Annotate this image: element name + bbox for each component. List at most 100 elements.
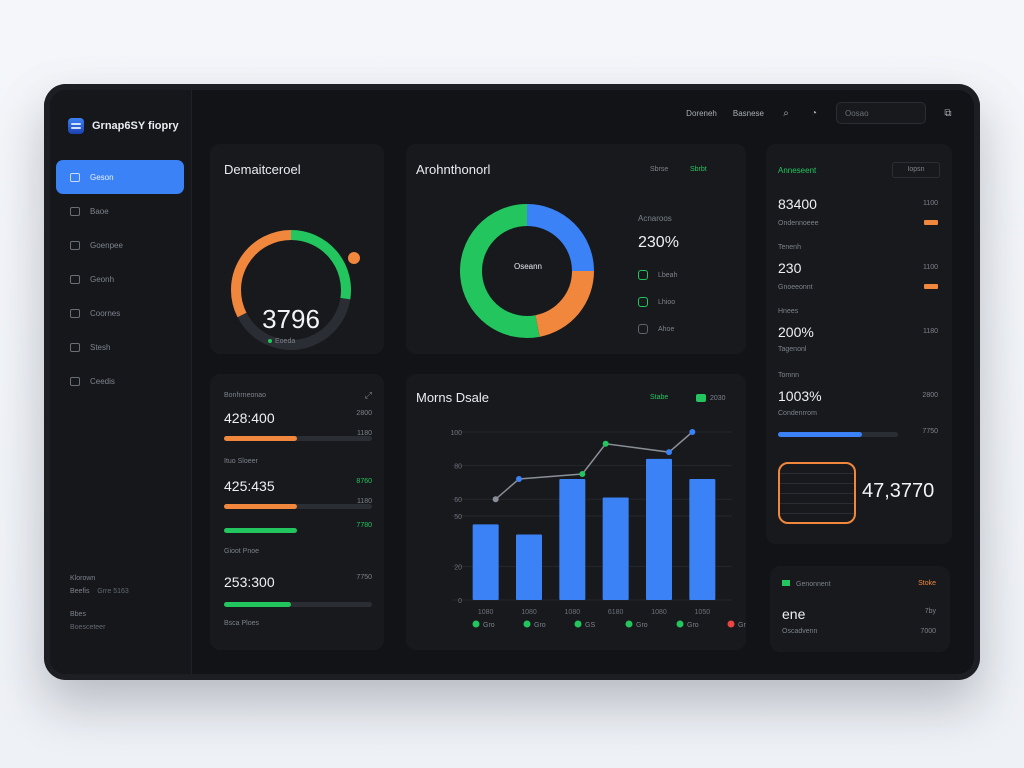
br-title-text: Genonnent — [796, 581, 831, 588]
sidebar-item-6[interactable]: Ceedis — [56, 364, 184, 398]
line-point-5 — [689, 429, 696, 435]
metric-track-0 — [224, 436, 372, 441]
rp-right-3: 2800 — [922, 392, 938, 399]
grid-icon — [70, 206, 80, 216]
gauge-arc-orange — [231, 230, 292, 318]
user-icon — [70, 240, 80, 250]
rp-label-3: Condenrrom — [778, 410, 817, 417]
donut-title: Arohnthonorl — [416, 162, 491, 177]
donut-card: Arohnthonorl Sbrse Sbrbt Oseann Acnaroos… — [406, 144, 746, 354]
legend-label-1: Gro — [534, 622, 546, 629]
y-tick-label: 80 — [454, 464, 462, 471]
chart-icon — [70, 274, 80, 284]
donut-legend-icon — [638, 270, 648, 281]
chart-legend-swatch — [696, 394, 706, 402]
expand-icon[interactable]: ⧉ — [944, 107, 952, 119]
donut-legend-label: Ahoe — [658, 326, 675, 333]
line-point-1 — [516, 476, 522, 483]
line-point-3 — [602, 440, 609, 447]
sidebar-footer: Klorown Beefis Grre 5163 Bbes Boesceteer — [70, 572, 129, 634]
y-tick-label: 100 — [450, 430, 462, 437]
metric-extra-label: Bsca Ploes — [224, 620, 260, 627]
x-tick-label: 6180 — [608, 609, 624, 616]
chart-legend-b: 2030 — [696, 394, 726, 402]
rp-value-2: 200% — [778, 324, 814, 340]
pin-icon[interactable]: ⤢ — [364, 390, 372, 400]
chart-legend-a: Stabe — [650, 394, 669, 401]
rp-right-1: 1100 — [922, 264, 938, 271]
topbar-link-2[interactable]: Basnese — [732, 108, 764, 118]
metric-label-0: Bonhrneonao — [224, 392, 267, 399]
donut-slice-2 — [460, 204, 540, 338]
rp-bar — [778, 432, 862, 437]
br-value: ene — [782, 606, 806, 622]
donut-legend-item: Lbeah — [638, 262, 677, 289]
sidebar-item-1[interactable]: Baoe — [56, 194, 184, 228]
metric-track-1 — [224, 504, 372, 509]
topbar-link-1[interactable]: Doreneh — [686, 108, 717, 118]
rp-small-2: Tomnn — [778, 372, 800, 379]
rp-indicator-1 — [924, 284, 938, 289]
metric-end-1: 1180 — [356, 498, 372, 505]
sidebar-item-label: Goenpee — [90, 240, 123, 250]
sidebar-item-label: Stesh — [90, 342, 111, 352]
donut-legend-label: Lhioo — [658, 299, 676, 306]
line-series — [495, 431, 693, 500]
gauge-title: Demaitceroel — [224, 162, 301, 177]
metric-bar-1 — [224, 504, 297, 509]
x-tick-label: 1050 — [695, 609, 711, 616]
legend-dot-5 — [727, 620, 735, 628]
rp-mini-panel — [778, 462, 856, 524]
legend-dot-2 — [574, 620, 582, 628]
line-point-4 — [666, 449, 672, 456]
sidebar-item-2[interactable]: Goenpee — [56, 228, 184, 262]
gauge-sublabel: Eoeda — [268, 338, 295, 345]
sidebar-item-0[interactable]: Geson — [56, 160, 184, 194]
y-tick-label: 0 — [458, 598, 462, 605]
rp-right-0: 1100 — [922, 200, 938, 207]
metric-label-2: Gioot Pnoe — [224, 548, 260, 555]
sidebar-item-4[interactable]: Coornes — [56, 296, 184, 330]
metrics-card: Bonhrneonao ⤢ 428:400 2800 1180 Ituo Slo… — [210, 374, 384, 650]
donut-header-b: Sbrbt — [690, 166, 707, 173]
sidebar-item-3[interactable]: Geonh — [56, 262, 184, 296]
donut-legend-label: Lbeah — [658, 272, 678, 279]
donut-legend: Lbeah Lhioo Ahoe — [638, 262, 677, 343]
x-tick-label: 1080 — [521, 609, 537, 616]
bar-chart-card: Morns Dsale Stabe 2030 0 20 50 60 80 100 1080 1… — [406, 374, 746, 650]
right-panel-button[interactable]: Iopsn — [892, 162, 940, 178]
rp-label-1: Gnoeeonnt — [778, 284, 813, 291]
line-point-2 — [579, 471, 586, 477]
right-panel: Anneseent Iopsn 83400 1100 Ondennoeee Te… — [766, 144, 952, 544]
donut-chart — [460, 204, 594, 338]
metric-value-0: 428:400 — [224, 410, 275, 426]
metric-bar-0 — [224, 436, 297, 441]
sidebar-item-5[interactable]: Stesh — [56, 330, 184, 364]
br-title: Genonnent — [782, 580, 831, 588]
x-tick-label: 1080 — [478, 609, 494, 616]
square-icon — [70, 172, 80, 182]
search-input[interactable]: Oosao — [836, 102, 926, 124]
sidebar: Grnap6SY fiopry Geson Baoe Goenpee Geonh… — [50, 90, 192, 674]
rp-value-1: 230 — [778, 260, 802, 276]
metric-end-2: 7780 — [356, 522, 372, 529]
legend-dot-3 — [625, 620, 633, 628]
sidebar-item-label: Ceedis — [90, 376, 115, 386]
x-tick-label: 1080 — [565, 609, 581, 616]
chat-icon — [70, 308, 80, 318]
bell-icon[interactable]: ◔ — [810, 107, 818, 119]
donut-legend-item: Lhioo — [638, 289, 677, 316]
rp-value-3: 1003% — [778, 388, 822, 404]
brand[interactable]: Grnap6SY fiopry — [68, 118, 179, 134]
gauge-badge — [348, 252, 360, 264]
line-point-0 — [492, 496, 499, 503]
donut-slice-1 — [534, 270, 594, 337]
sidebar-item-label: Coornes — [90, 308, 121, 318]
sidebar-item-label: Geson — [90, 172, 114, 182]
search-icon[interactable]: ⌕ — [783, 107, 789, 119]
y-tick-label: 20 — [454, 564, 462, 571]
metric-track-2 — [224, 602, 372, 607]
bar-4 — [646, 458, 672, 600]
y-tick-label: 50 — [454, 514, 462, 521]
footer-line3: Bbes — [70, 611, 86, 618]
